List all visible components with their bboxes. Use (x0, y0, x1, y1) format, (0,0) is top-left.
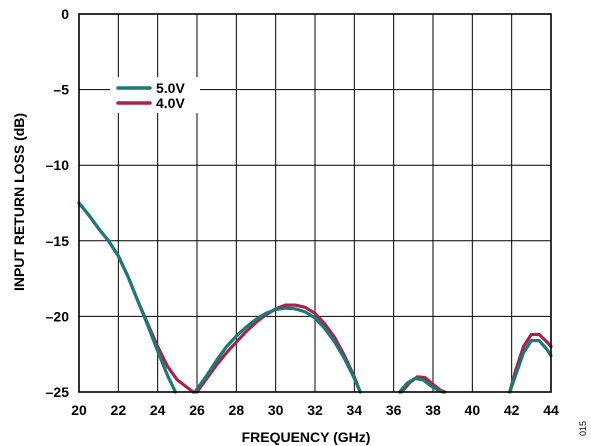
y-tick-label: –10 (46, 157, 70, 173)
y-tick-label: –15 (46, 233, 70, 249)
legend: 5.0V 4.0V (110, 77, 200, 113)
series-line-4-0v (195, 303, 362, 394)
series-line-5-0v (398, 376, 445, 394)
grid (78, 13, 552, 393)
legend-box (110, 77, 200, 113)
x-tick-label: 30 (268, 402, 284, 418)
x-tick-label: 28 (229, 402, 245, 418)
y-tick-label: –5 (53, 82, 69, 98)
legend-label-5v: 5.0V (156, 80, 185, 96)
x-tick-label: 24 (150, 402, 166, 418)
plot-frame (78, 13, 552, 393)
x-tick-labels: 20 22 24 26 28 30 32 34 36 38 40 42 44 (71, 402, 559, 418)
x-tick-label: 26 (189, 402, 205, 418)
x-axis-label: FREQUENCY (GHz) (242, 429, 371, 445)
x-tick-label: 36 (386, 402, 402, 418)
y-tick-label: –25 (46, 384, 70, 400)
x-tick-label: 32 (307, 402, 323, 418)
y-tick-labels: 0 –5 –10 –15 –20 –25 (46, 6, 70, 400)
series-line-5-0v (508, 339, 553, 394)
figure-number: 015 (578, 421, 588, 436)
legend-label-4v: 4.0V (156, 95, 185, 111)
series-line-5-0v (193, 306, 362, 394)
x-tick-label: 40 (465, 402, 481, 418)
series-layer (77, 201, 553, 394)
x-tick-label: 20 (71, 402, 87, 418)
y-axis-label: INPUT RETURN LOSS (dB) (11, 113, 27, 291)
x-tick-label: 38 (425, 402, 441, 418)
x-tick-label: 42 (504, 402, 520, 418)
y-tick-label: –20 (46, 308, 70, 324)
x-tick-label: 44 (543, 402, 559, 418)
x-tick-label: 34 (347, 402, 363, 418)
y-tick-label: 0 (61, 6, 69, 22)
x-tick-label: 22 (111, 402, 127, 418)
series-line-5-0v (77, 201, 177, 394)
